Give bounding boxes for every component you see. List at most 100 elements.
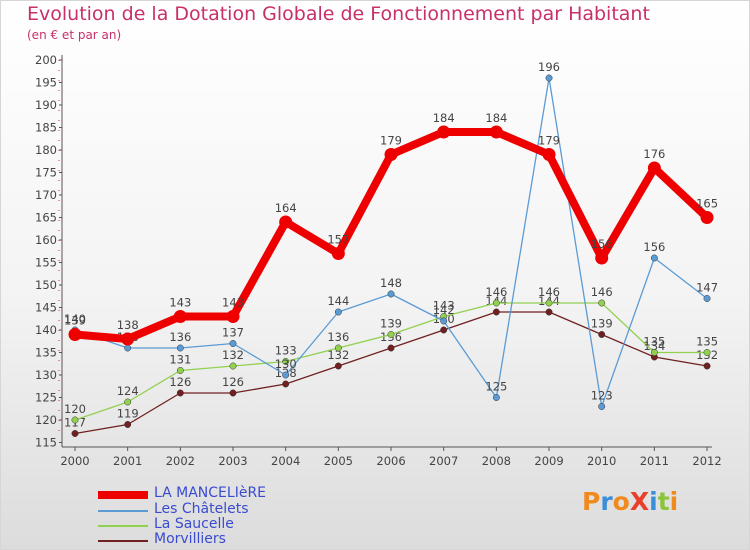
data-label: 143 (169, 296, 191, 310)
logo-letter: X (629, 487, 650, 516)
chart-subtitle: (en € et par an) (27, 28, 122, 42)
data-point (492, 394, 500, 401)
logo-letter: i (669, 487, 679, 516)
data-label: 144 (327, 294, 349, 308)
data-label: 139 (591, 317, 613, 331)
data-label: 156 (591, 237, 613, 251)
data-point (176, 389, 184, 397)
data-point (700, 211, 714, 224)
data-label: 147 (696, 281, 718, 295)
y-tick-label: 150 (35, 278, 57, 292)
data-point (121, 332, 135, 346)
x-tick-label: 2007 (429, 454, 458, 468)
x-tick-label: 2012 (692, 454, 721, 468)
data-label: 156 (643, 240, 665, 254)
data-label: 126 (169, 375, 191, 389)
data-point (545, 74, 553, 82)
logo-letter: o (612, 487, 630, 516)
x-tick-label: 2000 (60, 454, 89, 468)
data-label: 134 (643, 339, 665, 353)
y-tick-label: 180 (35, 143, 57, 157)
y-tick-label: 190 (35, 98, 57, 112)
legend-label-la-saucelle: La Saucelle (154, 516, 234, 532)
data-label: 184 (433, 111, 455, 125)
data-label: 179 (380, 134, 402, 148)
series-la-manceliere: 139 138 143 143 164 157 179 184 184 179 156 176 165 (64, 111, 718, 346)
data-label: 143 (222, 296, 244, 310)
data-point (124, 398, 132, 406)
data-label: 133 (275, 344, 297, 358)
logo-letter: i (649, 487, 658, 516)
data-point (334, 308, 342, 316)
data-point (229, 362, 237, 370)
y-tick-label: 160 (35, 233, 57, 247)
data-label: 139 (64, 314, 86, 328)
x-tick-label: 2005 (324, 454, 353, 468)
data-label: 135 (696, 335, 718, 349)
data-label: 120 (64, 402, 86, 416)
data-label: 132 (327, 348, 349, 362)
data-label: 196 (538, 60, 560, 74)
data-point (282, 380, 290, 388)
data-point (650, 254, 658, 262)
data-label: 124 (117, 384, 139, 398)
x-tick-label: 2001 (113, 454, 142, 468)
data-point (598, 299, 606, 307)
data-point (334, 362, 342, 370)
data-point (71, 430, 79, 437)
series-les-chatelets: 140 136 136 137 130 144 148 142 125 196 123 156 147 (64, 60, 718, 410)
x-tick-label: 2004 (271, 454, 300, 468)
data-label: 146 (591, 285, 613, 299)
y-tick-label: 175 (35, 166, 57, 180)
data-point (384, 148, 398, 161)
data-point (71, 416, 79, 424)
data-label: 131 (169, 353, 191, 367)
data-point (489, 125, 503, 139)
data-point (279, 215, 293, 229)
data-label: 136 (327, 330, 349, 344)
y-tick-label: 195 (35, 76, 57, 90)
data-label: 165 (696, 197, 718, 211)
data-point (492, 308, 500, 316)
y-tick-label: 130 (35, 368, 57, 382)
data-label: 119 (117, 407, 139, 421)
y-tick-label: 165 (35, 211, 57, 225)
data-point (440, 326, 448, 334)
data-label: 179 (538, 134, 560, 148)
data-point (598, 403, 606, 410)
data-point (282, 358, 290, 365)
data-label: 137 (222, 326, 244, 340)
data-point (387, 290, 395, 298)
data-label: 143 (433, 299, 455, 313)
x-tick-label: 2006 (376, 454, 405, 468)
data-point (703, 295, 711, 302)
data-point (703, 362, 711, 370)
data-point (229, 340, 237, 347)
data-label: 138 (117, 318, 139, 332)
data-point (387, 344, 395, 352)
y-tick-label: 140 (35, 323, 57, 337)
data-point (595, 251, 609, 265)
data-label: 136 (169, 330, 191, 344)
data-label: 139 (380, 317, 402, 331)
series-la-saucelle: 120 124 131 132 133 136 139 143 146 146 146 135 135 (64, 285, 718, 424)
data-label: 130 (275, 357, 297, 371)
logo-letter: P (582, 487, 601, 516)
y-tick-label: 170 (35, 188, 57, 202)
data-point (703, 349, 711, 356)
data-label: 184 (485, 111, 507, 125)
legend-label-la-manceliere: LA MANCELIèRE (154, 485, 267, 501)
y-tick-label: 125 (35, 391, 57, 405)
y-tick-label: 200 (35, 53, 57, 67)
data-label: 176 (643, 147, 665, 161)
data-point (492, 299, 500, 307)
data-point (176, 367, 184, 374)
data-point (545, 308, 553, 316)
data-point (334, 344, 342, 352)
data-point (387, 331, 395, 338)
data-label: 157 (327, 233, 349, 247)
data-point (650, 349, 658, 356)
x-tick-label: 2011 (640, 454, 669, 468)
